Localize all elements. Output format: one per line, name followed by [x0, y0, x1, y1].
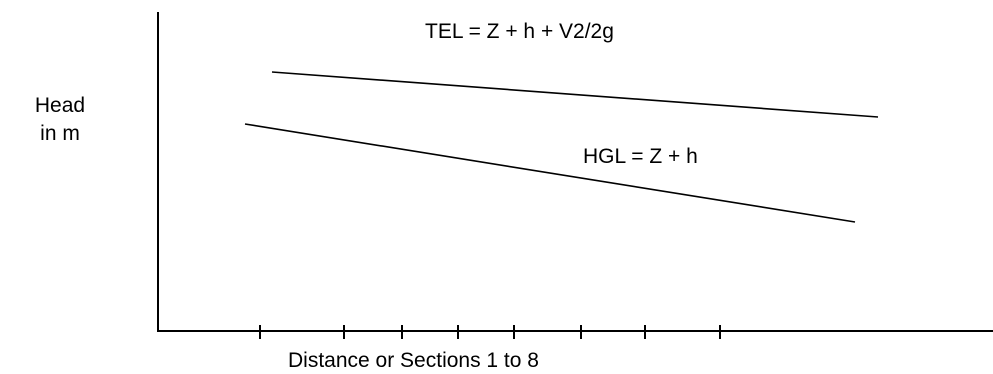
hgl-label: HGL = Z + h [583, 145, 698, 168]
y-axis-label-head: Head [35, 94, 85, 117]
hgl-line [244, 123, 856, 223]
tel-label: TEL = Z + h + V2/2g [425, 20, 614, 43]
x-axis-label: Distance or Sections 1 to 8 [288, 349, 539, 372]
x-axis-ticks [259, 325, 721, 339]
y-axis-label-unit: in m [40, 122, 80, 145]
tel-line [271, 71, 879, 118]
